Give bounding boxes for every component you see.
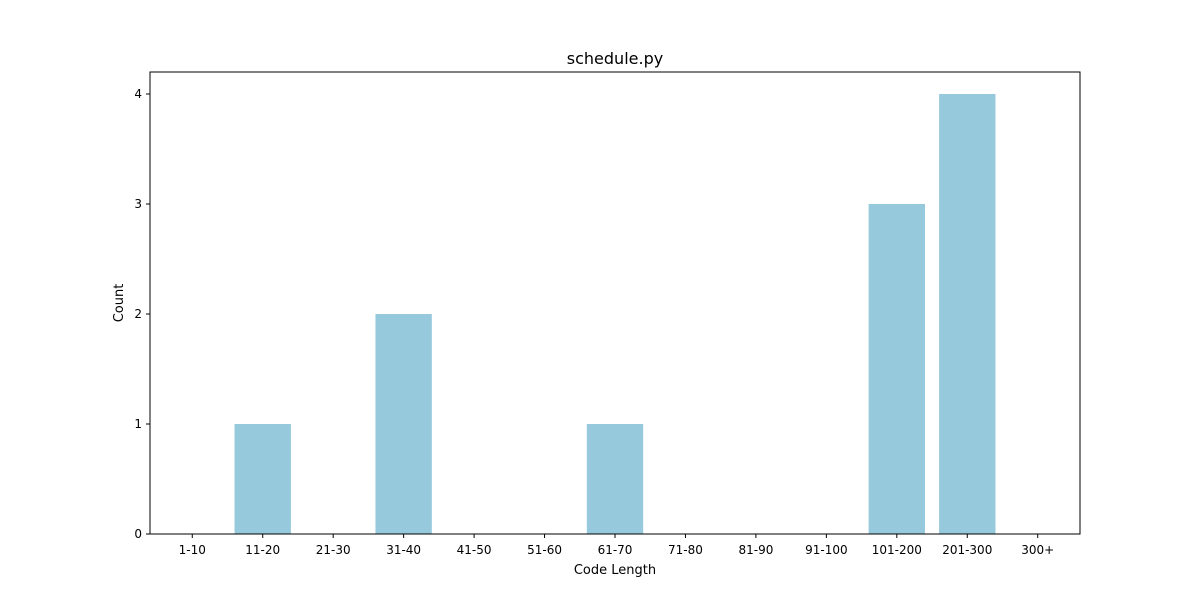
bar-11-20 — [234, 424, 291, 534]
y-tick-label: 0 — [134, 527, 142, 541]
y-axis: 0 1 2 3 4 — [134, 87, 150, 541]
bar-201-300 — [939, 94, 996, 534]
x-tick-label: 81-90 — [738, 543, 773, 557]
y-tick-label: 2 — [134, 307, 142, 321]
x-tick-label: 300+ — [1021, 543, 1054, 557]
x-axis: 1-10 11-20 21-30 31-40 41-50 51-60 61-70 71-80 8… — [179, 534, 1054, 557]
x-axis-label: Code Length — [574, 563, 656, 578]
x-tick-label: 11-20 — [245, 543, 280, 557]
x-tick-label: 51-60 — [527, 543, 562, 557]
x-tick-label: 61-70 — [598, 543, 633, 557]
x-tick-label: 31-40 — [386, 543, 421, 557]
chart-title: schedule.py — [567, 49, 663, 68]
x-tick-label: 21-30 — [316, 543, 351, 557]
y-axis-label: Count — [112, 284, 127, 323]
x-tick-label: 101-200 — [872, 543, 922, 557]
y-tick-label: 1 — [134, 417, 142, 431]
bars-group — [234, 94, 996, 534]
bar-31-40 — [375, 314, 432, 534]
y-tick-label: 3 — [134, 197, 142, 211]
x-tick-label: 71-80 — [668, 543, 703, 557]
bar-101-200 — [868, 204, 925, 534]
x-tick-label: 91-100 — [805, 543, 848, 557]
x-tick-label: 201-300 — [942, 543, 992, 557]
x-tick-label: 41-50 — [457, 543, 492, 557]
y-tick-label: 4 — [134, 87, 142, 101]
bar-61-70 — [586, 424, 644, 534]
x-tick-label: 1-10 — [179, 543, 206, 557]
